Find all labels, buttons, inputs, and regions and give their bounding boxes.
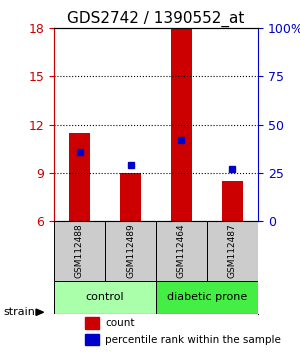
Text: GSM112487: GSM112487: [228, 223, 237, 278]
Bar: [222, 181, 243, 221]
Text: GSM112489: GSM112489: [126, 223, 135, 278]
FancyBboxPatch shape: [54, 221, 105, 281]
Text: GSM112464: GSM112464: [177, 223, 186, 278]
Text: GSM112488: GSM112488: [75, 223, 84, 278]
FancyBboxPatch shape: [156, 281, 258, 314]
Bar: [85, 334, 99, 345]
Text: control: control: [86, 292, 124, 302]
Bar: [69, 132, 90, 221]
Text: count: count: [105, 318, 134, 328]
Text: strain: strain: [3, 307, 35, 317]
FancyBboxPatch shape: [54, 281, 156, 314]
FancyBboxPatch shape: [105, 221, 156, 281]
Bar: [171, 28, 192, 221]
Text: diabetic prone: diabetic prone: [167, 292, 247, 302]
FancyBboxPatch shape: [207, 221, 258, 281]
Title: GDS2742 / 1390552_at: GDS2742 / 1390552_at: [67, 11, 245, 27]
Bar: [85, 317, 99, 329]
Bar: [120, 173, 141, 221]
Text: percentile rank within the sample: percentile rank within the sample: [105, 335, 281, 345]
FancyBboxPatch shape: [156, 221, 207, 281]
